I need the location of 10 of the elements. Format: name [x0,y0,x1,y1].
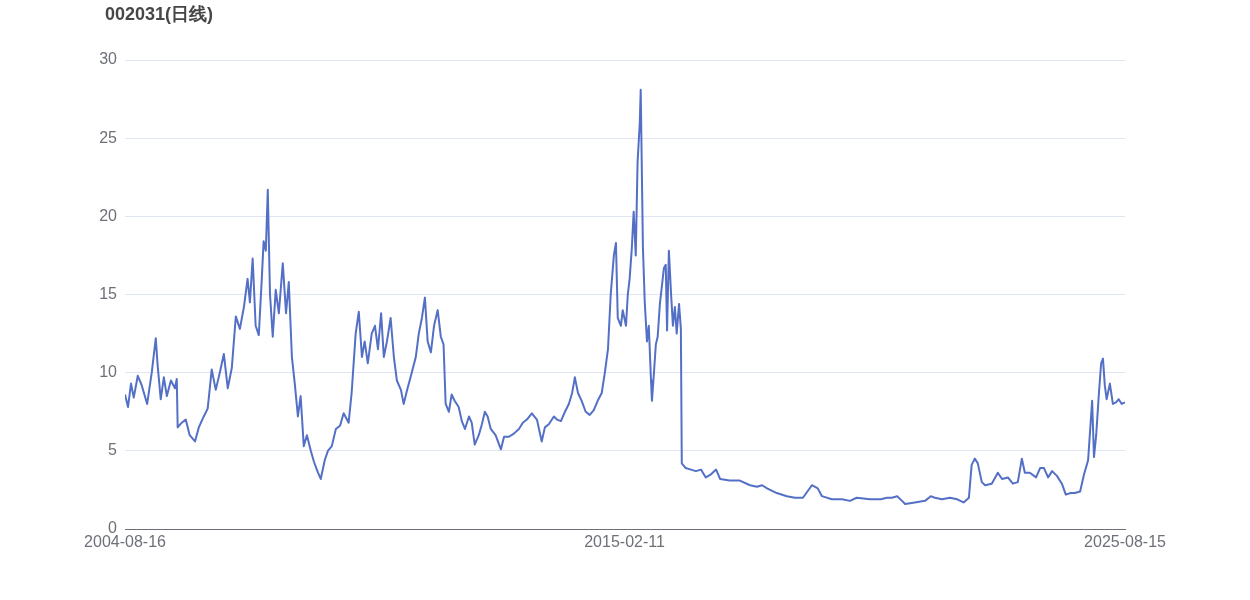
y-tick-label: 15 [99,284,118,302]
y-tick-label: 30 [99,50,118,68]
x-tick-label: 2025-08-15 [1084,533,1167,551]
y-tick-label: 25 [99,128,118,146]
y-tick-label: 10 [99,363,118,381]
y-tick-label: 20 [99,206,118,224]
x-tick-label: 2004-08-16 [84,533,167,551]
y-tick-label: 5 [108,441,118,459]
x-tick-label: 2015-02-11 [584,533,665,551]
chart-title: 002031(日线) [105,3,214,26]
